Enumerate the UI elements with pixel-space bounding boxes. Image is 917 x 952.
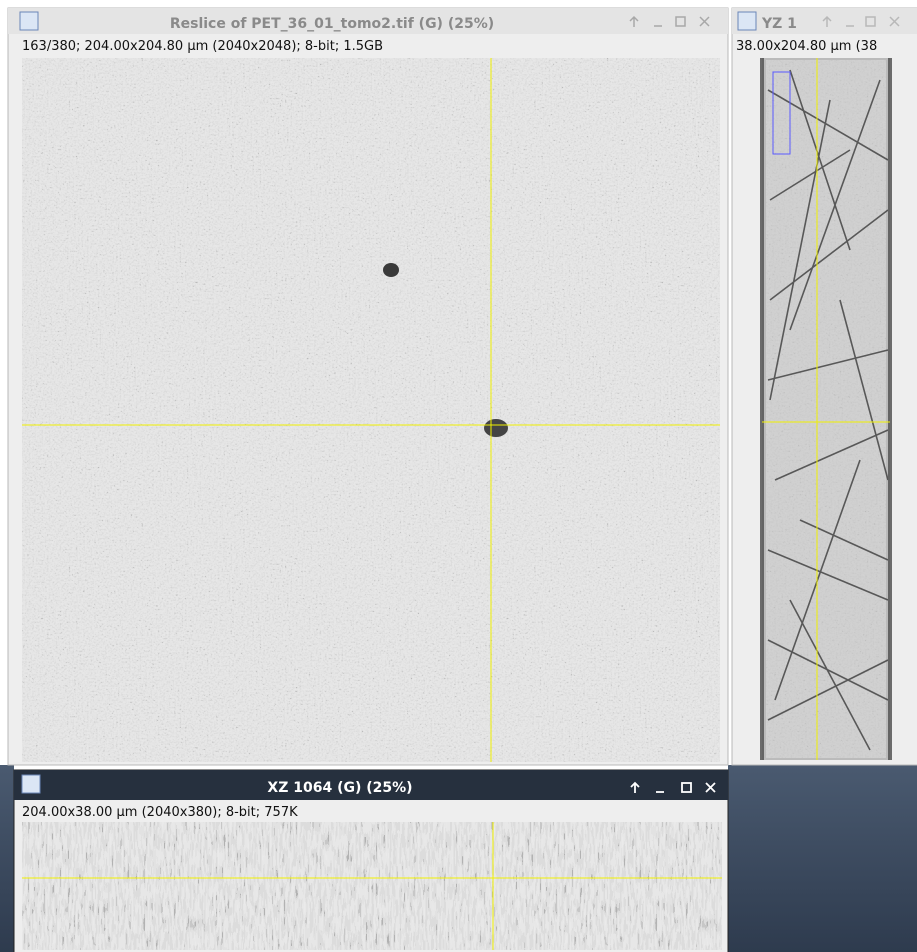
image-info: 163/380; 204.00x204.80 µm (2040x2048); 8… [22, 39, 383, 54]
desktop [0, 765, 14, 952]
window-main: Reslice of PET_36_01_tomo2.tif (G) (25%)… [8, 8, 728, 765]
page: Reslice of PET_36_01_tomo2.tif (G) (25%)… [0, 0, 917, 952]
screen: Reslice of PET_36_01_tomo2.tif (G) (25%)… [0, 0, 917, 952]
window-title: YZ 1 [761, 16, 797, 32]
app-icon [22, 775, 40, 793]
image-canvas [22, 58, 720, 762]
title-bar[interactable] [732, 8, 917, 34]
window-title: Reslice of PET_36_01_tomo2.tif (G) (25%) [170, 16, 494, 32]
app-icon [738, 12, 756, 30]
image-info: 38.00x204.80 µm (38 [736, 39, 877, 54]
desktop [728, 765, 917, 952]
particle [383, 263, 399, 277]
window-yz: YZ 1 38.00x204.80 µm (38 [732, 8, 917, 765]
window-title: XZ 1064 (G) (25%) [267, 780, 412, 796]
image-info: 204.00x38.00 µm (2040x380); 8-bit; 757K [22, 805, 298, 820]
app-icon [20, 12, 38, 30]
particle [484, 419, 508, 437]
image-canvas [22, 822, 722, 950]
window-xz: XZ 1064 (G) (25%) 204.00x38.00 µm (2040x… [14, 770, 728, 952]
